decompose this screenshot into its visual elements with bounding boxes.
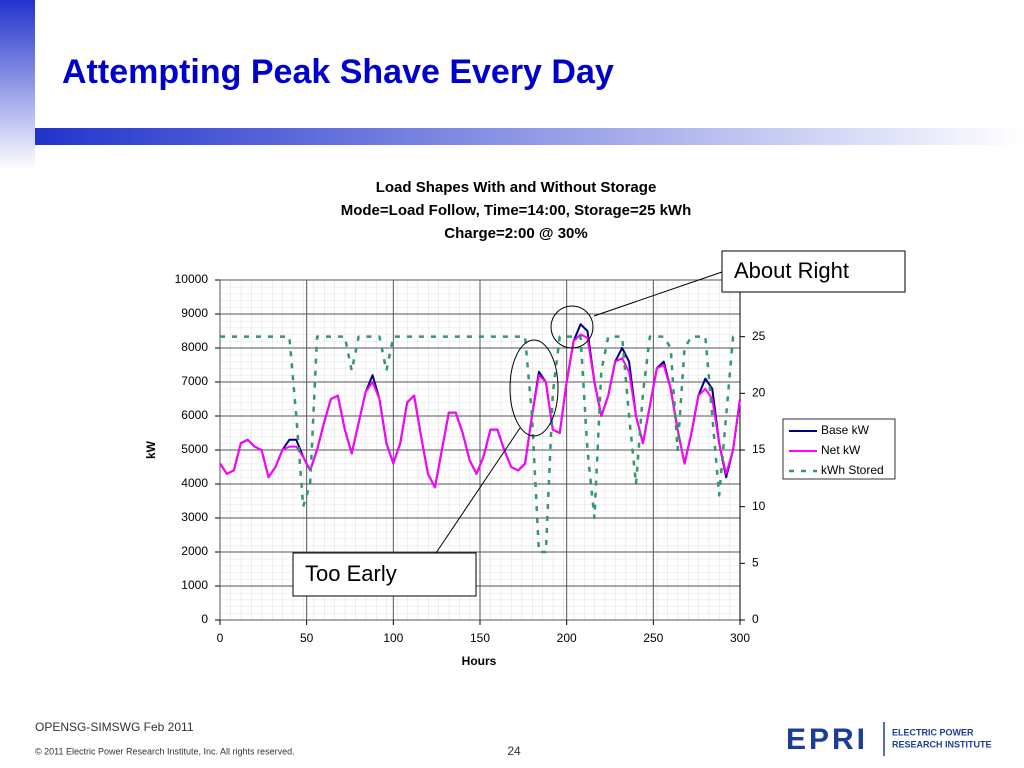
logo-text: RESEARCH INSTITUTE (892, 739, 992, 749)
callout-box (292, 552, 477, 597)
series-line (220, 335, 740, 554)
callouts: About Right Too Early (292, 250, 906, 597)
callout-text: Too Early (305, 561, 397, 586)
x-tick-label: 200 (557, 631, 577, 645)
chart-title: Load Shapes With and Without Storage Mod… (341, 179, 692, 242)
y2-tick-label: 20 (752, 386, 766, 400)
callout-circle (550, 305, 594, 349)
logo-mark: EPRI (786, 723, 868, 756)
y-axis-label: kW (144, 440, 158, 459)
footer-left: OPENSG-SIMSWG Feb 2011 (35, 720, 194, 734)
logo-text: ELECTRIC POWER (892, 727, 974, 737)
slide-title: Attempting Peak Shave Every Day (62, 53, 614, 91)
legend (782, 418, 896, 480)
y-tick-label: 5000 (181, 442, 208, 456)
y-tick-label: 1000 (181, 578, 208, 592)
chart-title-line: Load Shapes With and Without Storage (376, 179, 657, 196)
callout-line (593, 271, 723, 317)
side-band (0, 0, 35, 170)
x-axis-label: Hours (462, 654, 497, 668)
y-tick-label: 3000 (181, 510, 208, 524)
y-tick-label: 7000 (181, 374, 208, 388)
x-tick-label: 0 (217, 631, 224, 645)
legend-label: Base kW (821, 423, 870, 437)
y2-tick-label: 15 (752, 442, 766, 456)
y2-tick-label: 0 (752, 612, 759, 626)
chart-title-line: Charge=2:00 @ 30% (444, 225, 587, 242)
x-tick-label: 50 (300, 631, 314, 645)
x-tick-label: 300 (730, 631, 750, 645)
title-band (35, 128, 1024, 145)
y-tick-label: 6000 (181, 408, 208, 422)
callout-line (435, 427, 521, 554)
callout-text: About Right (734, 258, 849, 283)
copyright: © 2011 Electric Power Research Institute… (35, 746, 295, 756)
x-tick-label: 250 (643, 631, 663, 645)
y2-tick-label: 25 (752, 329, 766, 343)
series-line (219, 333, 741, 489)
x-tick-label: 100 (383, 631, 403, 645)
y-tick-label: 0 (201, 612, 208, 626)
page-number: 24 (507, 744, 521, 758)
y-tick-label: 10000 (175, 272, 209, 286)
y-tick-label: 8000 (181, 340, 208, 354)
y-tick-label: 2000 (181, 544, 208, 558)
chart-title-line: Mode=Load Follow, Time=14:00, Storage=25… (341, 202, 692, 219)
y-tick-label: 9000 (181, 306, 208, 320)
legend-label: kWh Stored (821, 463, 884, 477)
y2-tick-label: 10 (752, 499, 766, 513)
y-tick-label: 4000 (181, 476, 208, 490)
callout-box (721, 250, 906, 293)
legend-label: Net kW (821, 443, 861, 457)
y2-tick-label: 5 (752, 556, 759, 570)
callout-ellipse (509, 339, 559, 437)
x-tick-label: 150 (470, 631, 490, 645)
